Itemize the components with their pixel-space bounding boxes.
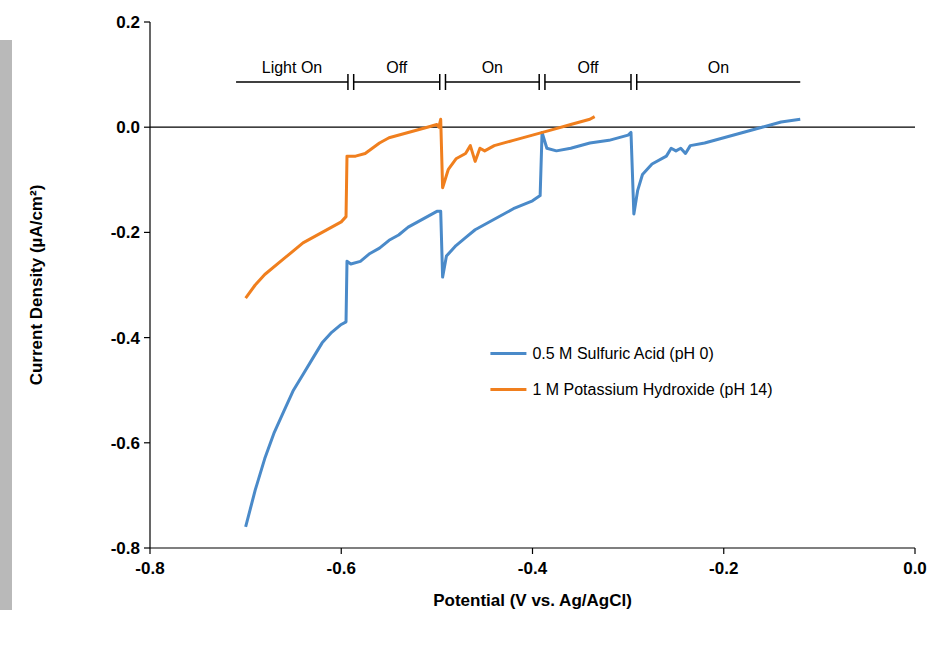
legend-label: 1 M Potassium Hydroxide (pH 14) xyxy=(532,381,772,398)
photo-edge xyxy=(0,40,12,610)
period-label: On xyxy=(482,59,503,76)
y-tick-label: -0.4 xyxy=(111,329,141,348)
series-line xyxy=(246,119,801,527)
period-cap xyxy=(538,74,540,90)
y-tick xyxy=(144,232,150,233)
period-line xyxy=(445,81,539,83)
reference-line xyxy=(150,127,915,128)
x-tick-label: -0.4 xyxy=(518,559,548,578)
period-line xyxy=(236,81,348,83)
y-axis-line xyxy=(149,22,150,548)
y-tick xyxy=(144,127,150,128)
period-label: Off xyxy=(386,59,408,76)
background xyxy=(0,0,949,647)
period-cap xyxy=(445,74,447,90)
x-tick xyxy=(149,548,150,554)
legend-swatch xyxy=(490,388,526,391)
legend: 0.5 M Sulfuric Acid (pH 0) 1 M Potassium … xyxy=(490,345,772,398)
y-axis-title: Current Density (µA/cm²) xyxy=(27,185,46,386)
x-tick-label: -0.8 xyxy=(135,559,164,578)
light-annotation: Light On Off On Off On xyxy=(236,59,800,90)
period-cap xyxy=(544,74,546,90)
period-cap xyxy=(630,74,632,90)
x-tick-label: 0.0 xyxy=(903,559,927,578)
y-tick xyxy=(144,21,150,22)
y-tick-label: -0.2 xyxy=(111,223,140,242)
period-label: Off xyxy=(577,59,599,76)
y-tick xyxy=(144,442,150,443)
period-cap xyxy=(636,74,638,90)
y-tick-label: -0.6 xyxy=(111,434,140,453)
x-tick-label: -0.2 xyxy=(709,559,738,578)
period-label: On xyxy=(708,59,729,76)
x-tick-label: -0.6 xyxy=(327,559,356,578)
x-tick xyxy=(723,548,724,554)
period-line xyxy=(545,81,631,83)
x-axis-title: Potential (V vs. Ag/AgCl) xyxy=(433,591,632,610)
period-cap xyxy=(347,74,349,90)
period-line xyxy=(354,81,440,83)
y-tick-label: -0.8 xyxy=(111,539,140,558)
x-tick xyxy=(914,548,915,554)
y-tick-label: 0.2 xyxy=(116,13,140,32)
period-line xyxy=(637,81,801,83)
x-tick xyxy=(532,548,533,554)
legend-swatch xyxy=(490,352,526,355)
y-tick-label: 0.0 xyxy=(116,118,140,137)
x-tick xyxy=(341,548,342,554)
period-cap xyxy=(439,74,441,90)
plot-area xyxy=(150,117,915,527)
y-tick xyxy=(144,337,150,338)
legend-label: 0.5 M Sulfuric Acid (pH 0) xyxy=(532,345,713,362)
period-cap xyxy=(353,74,355,90)
y-tick xyxy=(144,547,150,548)
series-line xyxy=(246,117,595,298)
chart: -0.8 -0.6 -0.4 -0.2 0.0 0.2 -0.8 -0.6 -0.4 -0.2 0.… xyxy=(0,0,949,647)
period-label: Light On xyxy=(262,59,322,76)
